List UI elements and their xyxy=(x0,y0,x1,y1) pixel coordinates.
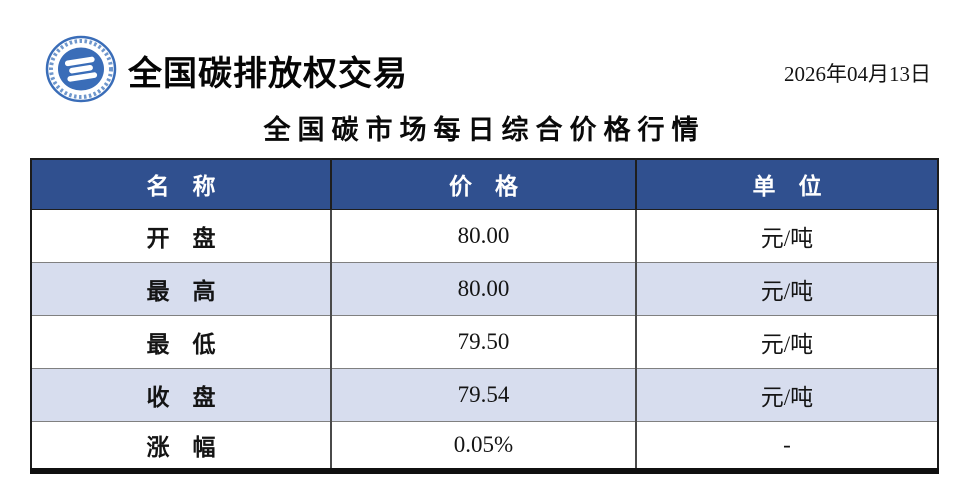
cell-price: 80.00 xyxy=(330,261,636,315)
cell-unit: 元/吨 xyxy=(635,367,938,421)
report-date: 2026年04月13日 xyxy=(784,62,931,86)
brand-logo xyxy=(44,34,118,104)
table-row-high: 最 高 80.00 元/吨 xyxy=(31,261,938,315)
table-row-low: 最 低 79.50 元/吨 xyxy=(31,314,938,368)
cell-name: 收 盘 xyxy=(31,367,331,421)
cell-unit: 元/吨 xyxy=(635,261,938,315)
table-header-row: 名 称 价 格 单 位 xyxy=(31,159,938,210)
page-title: 全国碳市场每日综合价格行情 xyxy=(263,115,706,145)
cell-name: 最 高 xyxy=(31,261,331,315)
cell-price: 79.54 xyxy=(330,367,636,421)
cell-name: 最 低 xyxy=(31,314,331,368)
cell-unit: 元/吨 xyxy=(635,314,938,368)
col-header-unit: 单 位 xyxy=(635,159,938,210)
cell-price: 80.00 xyxy=(330,209,636,262)
cell-name: 涨 幅 xyxy=(31,420,331,471)
cell-unit: 元/吨 xyxy=(635,209,938,262)
cell-name: 开 盘 xyxy=(31,209,331,262)
table-row-close: 收 盘 79.54 元/吨 xyxy=(31,367,938,421)
cell-unit: - xyxy=(635,420,938,471)
col-header-price: 价 格 xyxy=(330,159,636,210)
price-table: 名 称 价 格 单 位 开 盘 80.00 元/吨 最 高 80.00 元/吨 … xyxy=(30,158,939,474)
carbon-exchange-emblem-icon xyxy=(45,35,117,103)
brand-title: 全国碳排放权交易 xyxy=(128,56,408,93)
table-row-open: 开 盘 80.00 元/吨 xyxy=(31,209,938,262)
cell-price: 0.05% xyxy=(330,420,636,471)
table-row-change: 涨 幅 0.05% - xyxy=(31,420,938,471)
col-header-name: 名 称 xyxy=(31,159,331,210)
cell-price: 79.50 xyxy=(330,314,636,368)
